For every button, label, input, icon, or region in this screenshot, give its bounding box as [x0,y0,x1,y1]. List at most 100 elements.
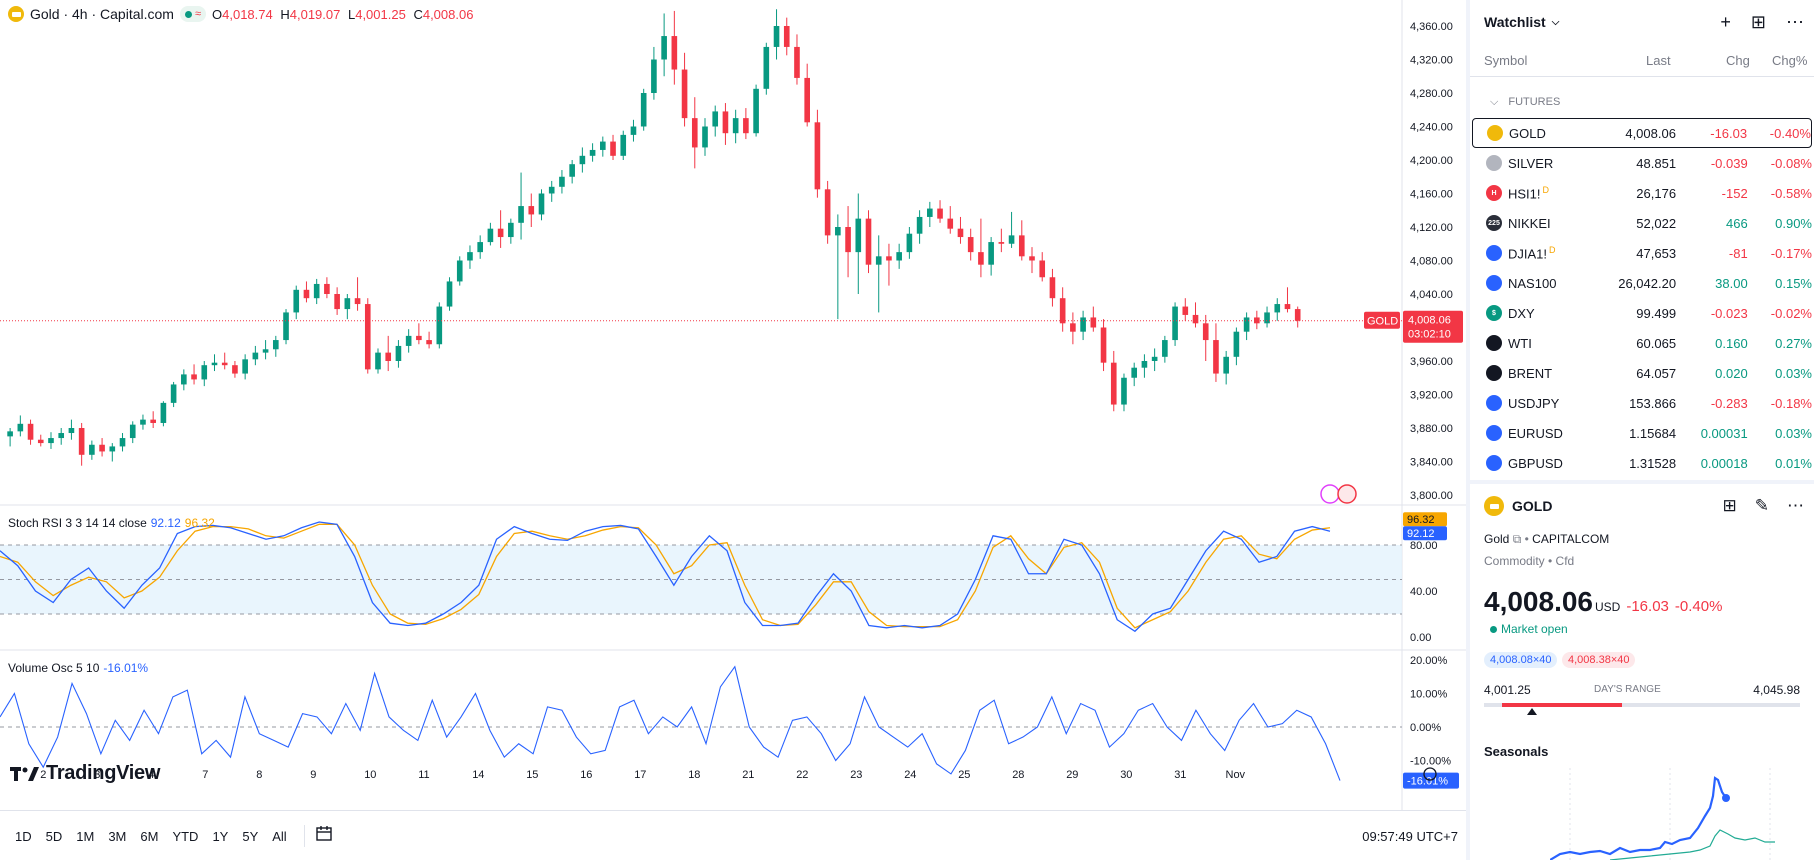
more-icon[interactable]: ⋯ [1786,12,1804,32]
time-display[interactable]: 09:57:49 UTC+7 [1362,828,1458,844]
chart-canvas[interactable]: 4,360.00 4,320.00 4,280.00 4,240.00 4,200.00… [0,0,1466,810]
candle-body [886,256,892,261]
timeframe-5d[interactable]: 5D [45,828,63,844]
watchlist-row-gold[interactable]: GOLD 4,008.06 -16.03 -0.40% [1472,118,1812,148]
date-axis-label: 14 [472,769,484,781]
change-value: -0.023 [1710,305,1748,321]
timeframe-6m[interactable]: 6M [140,828,159,844]
timeframe-ytd[interactable]: YTD [172,828,199,844]
candle-body [1182,306,1189,315]
candle-body [947,218,954,229]
last-price: 60.065 [1636,335,1677,351]
candle-body [1110,362,1117,405]
price-axis-label: 4,120.00 [1410,222,1453,234]
change-value: -0.039 [1710,155,1748,171]
timeframe-5y[interactable]: 5Y [242,828,259,844]
watchlist-row-hsi1[interactable]: H HSI1! D 26,176 -152 -0.58% [1472,178,1812,208]
candle-body [1049,277,1056,299]
candle-body [119,438,126,447]
watchlist-row-djia1[interactable]: DJIA1! D 47,653 -81 -0.17% [1472,238,1812,268]
candle-body [68,428,75,434]
date-axis-label: 18 [688,769,700,781]
seasonals-chart[interactable] [1550,768,1800,860]
symbol-name: DXY [1508,305,1535,321]
timeframe-3m[interactable]: 3M [108,828,127,844]
candle-body [937,208,943,219]
candle-body [283,312,289,341]
candle-body [334,294,340,310]
candle-body [89,444,95,455]
bid-badge[interactable]: 4,008.08×40 [1484,652,1558,668]
section-futures[interactable]: ⌵ FUTURES [1490,96,1561,108]
panel-splitter[interactable] [1466,0,1470,860]
price-axis-label: 4,040.00 [1410,289,1453,301]
candle-body [221,362,228,366]
candle-body [998,242,1005,244]
timeframe-1m[interactable]: 1M [76,828,95,844]
column-chg[interactable]: Chg [1726,53,1750,68]
add-symbol-icon[interactable]: + [1720,12,1731,32]
watchlist-row-dxy[interactable]: $ DXY 99.499 -0.023 -0.02% [1472,298,1812,328]
chart-area[interactable]: 4,360.00 4,320.00 4,280.00 4,240.00 4,200.00… [0,0,1468,860]
watchlist-row-eurusd[interactable]: EURUSD 1.15684 0.00031 0.03% [1472,418,1812,448]
change-value: 466 [1726,215,1748,231]
external-link-icon[interactable]: ⧉ [1512,532,1522,546]
last-price: 1.31528 [1629,455,1677,471]
stoch-rsi-legend[interactable]: Stoch RSI 3 3 14 14 close 92.12 96.32 [8,516,215,530]
layout-icon[interactable]: ⊞ [1722,496,1737,515]
candle-body [160,402,167,423]
ask-badge[interactable]: 4,008.38×40 [1562,652,1636,668]
seasonals-current-point [1722,794,1730,802]
candle-body [293,289,300,313]
column-chg-pct[interactable]: Chg% [1772,53,1808,68]
timeframe-all[interactable]: All [272,828,287,844]
market-status[interactable]: Market open [1490,622,1568,636]
chart-title[interactable]: Gold · 4h · Capital.com [30,6,174,22]
date-axis-label: 7 [202,769,208,781]
column-last[interactable]: Last [1646,53,1671,68]
column-symbol[interactable]: Symbol [1484,53,1528,68]
watchlist-row-gbpusd[interactable]: GBPUSD 1.31528 0.00018 0.01% [1472,448,1812,478]
watchlist-row-wti[interactable]: WTI 60.065 0.160 0.27% [1472,328,1812,358]
timeframe-1y[interactable]: 1Y [212,828,229,844]
date-axis-label: 29 [1066,769,1078,781]
details-divider [1470,480,1814,484]
stoch-k-tag: 92.12 [1407,528,1435,540]
change-value: 0.020 [1715,365,1748,381]
date-axis-label: 22 [796,769,808,781]
flag-us-icon [1337,484,1357,504]
date-axis-label: 9 [310,769,316,781]
market-status-pill[interactable]: ≈ [179,6,206,22]
candle-body [579,155,586,165]
last-price-tag: 4,008.06 [1408,315,1451,327]
date-axis-label: 17 [634,769,646,781]
chevron-down-icon: ⌵ [1490,96,1499,108]
candle-body [385,352,392,361]
price-axis-label: 4,080.00 [1410,256,1453,268]
watchlist-row-nikkei[interactable]: 225 NIKKEI 52,022 466 0.90% [1472,208,1812,238]
price-axis-label: 3,840.00 [1410,457,1453,469]
watchlist-row-usdjpy[interactable]: USDJPY 153.866 -0.283 -0.18% [1472,388,1812,418]
edit-icon[interactable]: ✎ [1754,496,1769,515]
symbol-logo-icon [1486,365,1502,381]
volume-osc-legend[interactable]: Volume Osc 5 10 -16.01% [8,661,149,675]
more-icon[interactable]: ⋯ [1787,496,1804,515]
symbol-logo-icon [1486,155,1502,171]
symbol-logo-icon [1486,395,1502,411]
advanced-view-icon[interactable]: ⊞ [1750,12,1766,32]
tradingview-logo-icon [10,766,39,781]
timeframe-1d[interactable]: 1D [15,828,32,844]
candle-body [804,77,810,123]
watchlist-row-nas100[interactable]: NAS100 26,042.20 38.00 0.15% [1472,268,1812,298]
details-title[interactable]: GOLD [1484,496,1552,516]
candle-body [446,281,453,307]
date-range-icon[interactable] [315,825,335,848]
candle-body [691,118,698,148]
watchlist-row-brent[interactable]: BRENT 64.057 0.020 0.03% [1472,358,1812,388]
watchlist-row-silver[interactable]: SILVER 48.851 -0.039 -0.08% [1472,148,1812,178]
watchlist-title[interactable]: Watchlist ⌵ [1484,14,1560,30]
symbol-name: SILVER [1508,155,1554,171]
seasonals-title[interactable]: Seasonals [1484,744,1549,759]
candle-body [456,260,463,282]
change-percent: -0.08% [1770,155,1812,171]
